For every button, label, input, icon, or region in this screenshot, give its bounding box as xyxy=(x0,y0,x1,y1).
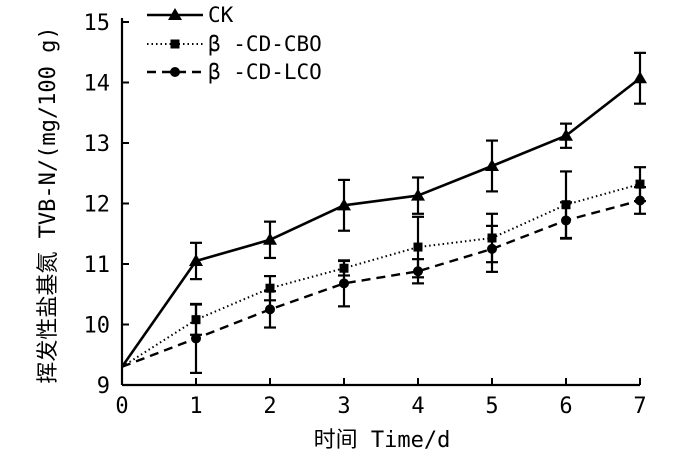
y-tick-label: 12 xyxy=(84,193,111,218)
x-tick-label: 2 xyxy=(263,394,276,419)
x-tick-label: 1 xyxy=(189,394,202,419)
data-point xyxy=(411,188,425,201)
x-axis-title: 时间 Time/d xyxy=(314,428,451,453)
legend-cbo-label: β -CD-CBO xyxy=(208,32,322,56)
data-point xyxy=(633,71,647,84)
data-point xyxy=(561,215,571,226)
x-tick-label: 0 xyxy=(115,394,128,419)
series-2 xyxy=(121,186,646,374)
data-point xyxy=(635,195,645,206)
series-layer xyxy=(120,51,647,374)
data-point xyxy=(413,242,423,252)
y-tick-label: 11 xyxy=(84,253,111,278)
data-point xyxy=(337,198,351,211)
data-point xyxy=(265,283,275,293)
y-tick-label: 10 xyxy=(84,314,111,339)
data-point xyxy=(413,266,423,277)
legend-ck-marker xyxy=(168,8,182,20)
data-point xyxy=(189,253,203,266)
legend: CK β -CD-CBO β -CD-LCO xyxy=(147,3,322,84)
x-tick-label: 3 xyxy=(337,394,350,419)
legend-ck-label: CK xyxy=(208,3,234,27)
data-point xyxy=(559,128,573,141)
x-tick-label: 6 xyxy=(559,394,572,419)
data-point xyxy=(339,278,349,289)
y-tick-label: 15 xyxy=(84,11,111,36)
data-point xyxy=(487,243,497,254)
y-tick-label: 9 xyxy=(97,374,110,399)
series-line xyxy=(121,199,641,368)
series-line xyxy=(120,77,641,368)
data-point xyxy=(265,304,275,315)
data-point xyxy=(263,232,277,245)
legend-cbo-marker xyxy=(170,39,180,49)
x-tick-label: 4 xyxy=(411,394,424,419)
y-tick-label: 14 xyxy=(84,72,111,97)
y-axis-title: 挥发性盐基氮 TVB-N/(mg/100 g) xyxy=(36,26,61,383)
y-tick-label: 13 xyxy=(84,132,111,157)
series-line xyxy=(121,183,641,368)
legend-lco-marker xyxy=(170,67,180,77)
data-point xyxy=(635,179,645,189)
data-point xyxy=(191,333,201,344)
series-0 xyxy=(120,51,647,368)
data-point xyxy=(485,158,499,171)
x-tick-label: 7 xyxy=(633,394,646,419)
legend-lco-label: β -CD-LCO xyxy=(208,60,322,84)
x-tick-label: 5 xyxy=(485,394,498,419)
